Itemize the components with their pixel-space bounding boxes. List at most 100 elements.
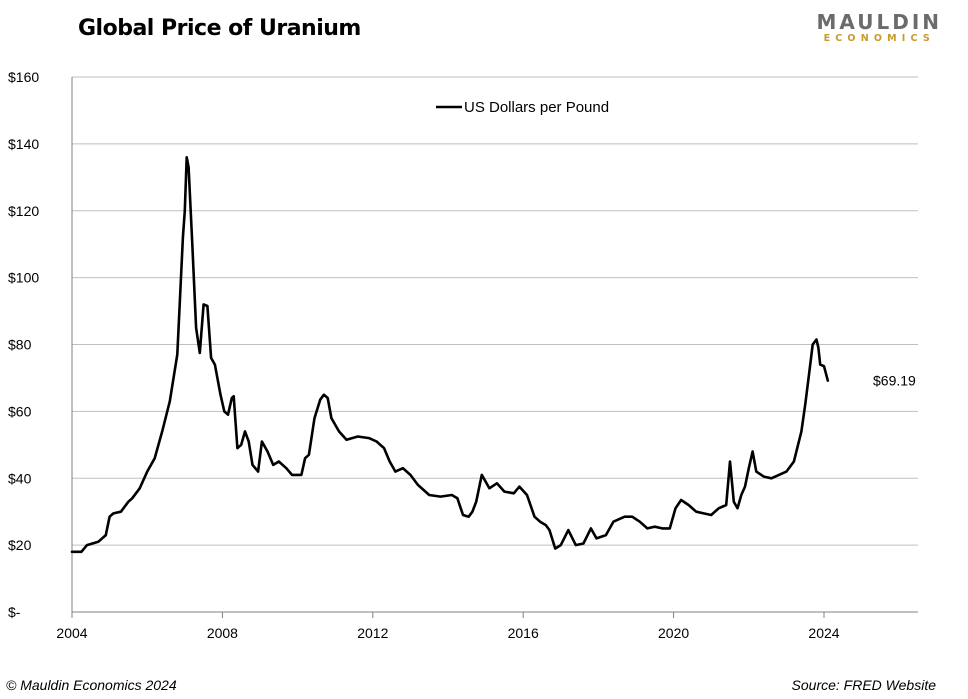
data-point <box>718 507 720 509</box>
data-point <box>488 487 490 489</box>
series-group <box>70 156 830 554</box>
last-value-annotation: $69.19 <box>873 373 916 389</box>
data-point <box>513 492 515 494</box>
y-tick-label: $40 <box>8 470 32 486</box>
data-point <box>729 460 731 463</box>
data-point <box>127 501 129 503</box>
source-note: Source: FRED Website <box>791 677 936 693</box>
data-point <box>120 511 122 513</box>
data-point <box>736 507 739 509</box>
data-point <box>612 521 615 523</box>
data-point <box>169 400 171 402</box>
data-point <box>451 494 453 496</box>
data-point <box>548 529 551 531</box>
data-point <box>345 439 348 441</box>
x-tick-label: 2012 <box>357 625 388 641</box>
data-point <box>203 303 205 305</box>
data-point <box>755 471 757 473</box>
data-point <box>389 460 391 463</box>
data-point <box>244 430 246 432</box>
data-point <box>817 347 820 349</box>
data-point <box>199 352 201 354</box>
x-tick-labels: 2004 2008 2012 2016 2020 2024 <box>56 625 839 641</box>
x-tick-label: 2016 <box>508 625 539 641</box>
data-point <box>319 399 321 401</box>
data-point <box>191 243 193 245</box>
data-point <box>188 166 190 168</box>
y-tick-label: $100 <box>8 270 39 286</box>
data-point <box>161 430 163 432</box>
grid-lines <box>72 76 918 546</box>
data-point <box>417 484 419 486</box>
data-point <box>105 534 107 536</box>
data-point <box>674 507 677 509</box>
data-point <box>357 435 359 438</box>
data-point <box>231 397 233 399</box>
data-point <box>763 476 765 478</box>
copyright-note: © Mauldin Economics 2024 <box>6 677 177 693</box>
data-point <box>793 460 795 463</box>
data-point <box>710 514 712 516</box>
data-point <box>394 471 396 473</box>
data-point <box>503 491 505 493</box>
data-point <box>257 471 259 473</box>
data-point <box>468 516 470 518</box>
data-point <box>695 511 697 513</box>
data-point <box>182 236 184 239</box>
y-tick-label: $80 <box>8 337 32 353</box>
data-point <box>248 440 250 443</box>
data-point <box>146 471 148 473</box>
x-tick-label: 2020 <box>658 625 689 641</box>
data-point <box>631 516 633 518</box>
data-point <box>219 394 222 396</box>
data-point <box>195 327 197 329</box>
data-point <box>567 529 569 531</box>
data-point <box>186 156 188 158</box>
y-tick-label: $60 <box>8 403 32 419</box>
data-point <box>661 527 663 530</box>
data-point <box>595 537 598 540</box>
data-point <box>184 210 186 212</box>
data-point <box>812 343 814 346</box>
x-tick-label: 2024 <box>808 625 839 641</box>
data-point <box>272 464 274 466</box>
x-tick-label: 2004 <box>56 625 87 641</box>
y-tick-labels: $- $20 $40 $60 $80 $100 $120 $140 $160 <box>8 69 39 620</box>
data-point <box>330 417 332 419</box>
data-point <box>300 474 302 476</box>
x-tick-label: 2008 <box>207 625 238 641</box>
data-point <box>285 467 287 469</box>
data-point <box>526 494 528 496</box>
data-point <box>338 430 340 432</box>
data-point <box>590 527 592 530</box>
data-point <box>233 395 235 397</box>
data-point <box>97 541 99 543</box>
data-point <box>804 404 806 406</box>
data-point <box>327 397 329 399</box>
data-point <box>744 486 746 488</box>
data-point <box>86 544 88 546</box>
data-point <box>688 504 690 506</box>
data-point <box>703 512 705 515</box>
y-tick-label: $20 <box>8 537 32 553</box>
data-point <box>639 521 641 523</box>
data-point <box>770 477 773 479</box>
annotations: $69.19 <box>873 373 916 389</box>
data-point <box>304 457 306 459</box>
data-point <box>214 364 216 366</box>
data-point <box>481 474 483 476</box>
data-point <box>402 467 404 469</box>
data-point <box>383 447 385 449</box>
data-point <box>109 516 111 518</box>
data-point <box>154 457 156 459</box>
series-line <box>70 156 830 554</box>
data-point <box>261 440 263 443</box>
data-point <box>471 511 473 513</box>
data-point <box>323 394 325 396</box>
logo-main-text: MAULDIN <box>816 10 942 34</box>
data-point <box>409 474 411 476</box>
data-point <box>376 440 378 443</box>
data-point <box>368 437 370 439</box>
data-point <box>827 380 829 382</box>
